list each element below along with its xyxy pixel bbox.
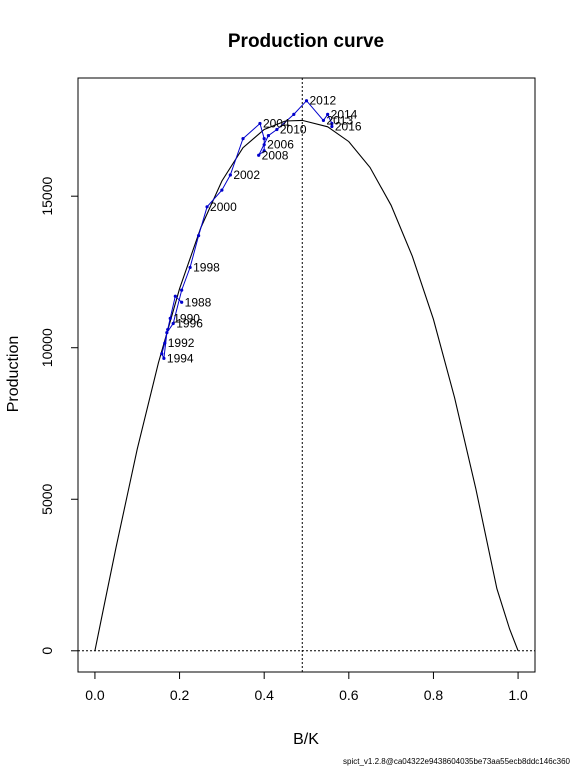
- y-tick-label-2: 10000: [39, 328, 55, 367]
- x-tick-label-2: 0.4: [254, 687, 274, 703]
- observed-point-2009: [266, 133, 271, 138]
- year-label-1990: 1990: [173, 311, 200, 325]
- year-label-2006: 2006: [267, 138, 294, 152]
- y-tick-label-3: 15000: [39, 177, 55, 216]
- y-axis: 0 5000 10000 15000: [39, 177, 79, 655]
- observed-point-2003: [241, 137, 245, 141]
- x-tick-label-4: 0.8: [424, 687, 444, 703]
- observed-point-1994: [162, 356, 166, 360]
- year-label-2002: 2002: [233, 168, 260, 182]
- observed-point-2014: [326, 112, 330, 116]
- observed-point-1991: [166, 327, 170, 332]
- chart-title: Production curve: [228, 31, 384, 52]
- observed-point-2011: [292, 112, 296, 116]
- observed-point-1997: [180, 288, 184, 292]
- observed-point-2013: [321, 118, 326, 123]
- observed-point-2002: [228, 173, 232, 177]
- observed-point-2016: [330, 124, 334, 129]
- observed-point-1988: [180, 300, 184, 304]
- y-tick-label-0: 0: [39, 647, 55, 655]
- observed-point-2012: [304, 99, 309, 103]
- reference-lines: [78, 78, 535, 672]
- x-axis: 0.0 0.2 0.4 0.6 0.8 1.0: [85, 671, 528, 703]
- observed-point-2006: [262, 143, 266, 147]
- observed-series-layer: [160, 99, 334, 361]
- observed-point-1998: [188, 265, 192, 270]
- x-tick-label-3: 0.6: [339, 687, 359, 703]
- year-label-2014: 2014: [331, 107, 358, 121]
- observed-point-1989: [173, 294, 177, 298]
- observed-point-1999: [196, 233, 201, 238]
- year-label-1992: 1992: [168, 336, 195, 350]
- x-tick-label-5: 1.0: [508, 687, 528, 703]
- observed-point-2004: [258, 121, 262, 126]
- observed-point-1993: [160, 352, 164, 356]
- observed-point-2005: [262, 137, 266, 141]
- year-label-2008: 2008: [262, 148, 289, 162]
- observed-point-1992: [163, 341, 167, 345]
- production-curve-layer: [94, 119, 519, 651]
- observed-point-2001: [220, 188, 224, 192]
- x-tick-label-1: 0.2: [170, 687, 190, 703]
- observed-point-2010: [275, 127, 279, 132]
- observed-point-2007: [262, 149, 266, 153]
- year-label-2013: 2013: [326, 113, 353, 127]
- year-label-1996: 1996: [176, 316, 203, 330]
- x-axis-label: B/K: [293, 731, 319, 748]
- year-label-2016: 2016: [335, 119, 362, 133]
- year-label-2000: 2000: [210, 200, 237, 214]
- observed-point-1990: [168, 316, 172, 320]
- x-tick-label-0: 0.0: [85, 687, 105, 703]
- year-label-1998: 1998: [193, 260, 220, 274]
- observed-point-2015: [330, 121, 334, 126]
- y-axis-label: Production: [5, 336, 22, 413]
- observed-point-1995: [165, 330, 169, 335]
- observed-point-1996: [171, 321, 175, 326]
- year-label-2012: 2012: [310, 94, 337, 108]
- production-curve-line: [94, 119, 519, 651]
- year-label-2010: 2010: [280, 123, 307, 137]
- year-label-1988: 1988: [185, 295, 212, 309]
- year-label-2004: 2004: [263, 116, 290, 130]
- footer-version-text: spict_v1.2.8@ca04322e9438604035be73aa55e…: [343, 757, 571, 766]
- observed-point-2000: [205, 205, 209, 209]
- y-tick-label-1: 5000: [39, 483, 55, 514]
- observed-point-2008: [257, 153, 261, 157]
- year-label-1994: 1994: [167, 351, 194, 365]
